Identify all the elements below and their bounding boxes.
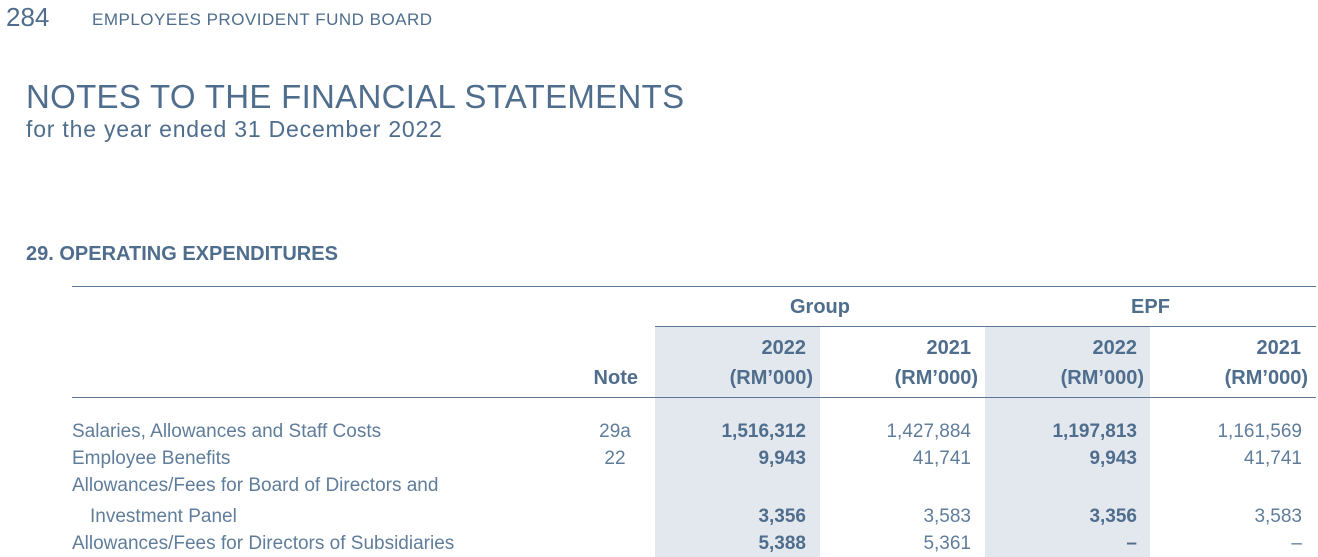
epf-2021-value: 1,161,569 — [1217, 421, 1302, 442]
epf-header: EPF — [1131, 296, 1170, 318]
epf-2022-value: 3,356 — [1089, 506, 1137, 527]
row-label-continued: Investment Panel — [90, 506, 237, 527]
row-label: Salaries, Allowances and Staff Costs — [72, 421, 382, 442]
table-top-rule — [72, 286, 1316, 287]
column-header-unit: (RM’000) — [1060, 367, 1144, 389]
row-note: 22 — [604, 448, 626, 469]
epf-2021-value: – — [1291, 533, 1302, 554]
group-2022-value: 3,356 — [758, 506, 806, 527]
table-header-bottom-rule — [72, 397, 1316, 398]
group-header-rule — [655, 326, 985, 327]
row-label: Employee Benefits — [72, 448, 231, 469]
epf-2021-value: 3,583 — [1254, 506, 1302, 527]
group-2022-value: 5,388 — [758, 533, 806, 554]
column-header-unit: (RM’000) — [1224, 367, 1308, 389]
row-note: 29a — [599, 421, 631, 442]
row-label: Allowances/Fees for Board of Directors a… — [72, 475, 439, 496]
column-header-unit: (RM’000) — [894, 367, 978, 389]
group-2021-value: 41,741 — [912, 448, 971, 469]
column-header-year: 2021 — [1256, 337, 1302, 359]
organization-name: EMPLOYEES PROVIDENT FUND BOARD — [92, 10, 433, 29]
column-header-year: 2022 — [1092, 337, 1138, 359]
note-header: Note — [593, 367, 638, 389]
epf-2022-column-shade — [985, 327, 1150, 557]
section-heading: 29. OPERATING EXPENDITURES — [26, 243, 338, 265]
epf-2022-value: 9,943 — [1089, 448, 1137, 469]
epf-2021-value: 41,741 — [1243, 448, 1302, 469]
column-header-year: 2021 — [926, 337, 972, 359]
row-label: Allowances/Fees for Directors of Subsidi… — [72, 533, 455, 554]
group-2022-value: 1,516,312 — [721, 421, 806, 442]
page-number: 284 — [6, 2, 50, 32]
epf-2022-value: – — [1126, 533, 1137, 554]
column-header-unit: (RM’000) — [729, 367, 813, 389]
group-2021-value: 1,427,884 — [886, 421, 971, 442]
group-2021-value: 3,583 — [923, 506, 971, 527]
group-2022-value: 9,943 — [758, 448, 806, 469]
epf-header-rule — [985, 326, 1316, 327]
page-subtitle: for the year ended 31 December 2022 — [26, 116, 443, 142]
group-2022-column-shade — [655, 327, 820, 557]
page-title: NOTES TO THE FINANCIAL STATEMENTS — [26, 78, 685, 115]
epf-2022-value: 1,197,813 — [1052, 421, 1137, 442]
group-header: Group — [790, 296, 850, 318]
column-header-year: 2022 — [761, 337, 807, 359]
group-2021-value: 5,361 — [923, 533, 971, 554]
